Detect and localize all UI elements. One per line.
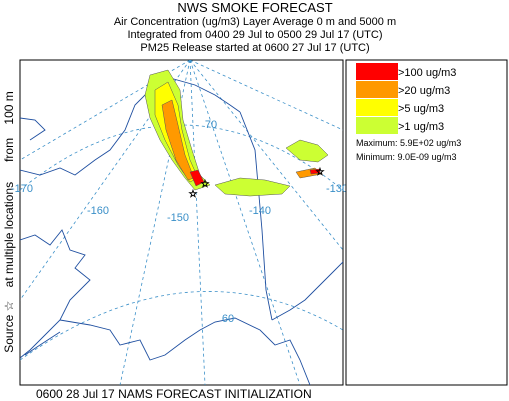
graticule-label: -130 (326, 183, 348, 195)
source-label: Source ☆ at multiple locations from 100 … (2, 91, 16, 353)
graticule-label: -140 (249, 205, 271, 217)
smoke-plumes (144, 69, 329, 197)
svg-text:☆: ☆ (201, 179, 210, 190)
graticule-label: -150 (167, 212, 189, 224)
graticule-label: -160 (87, 205, 109, 217)
graticule-label: 60 (222, 313, 234, 325)
coastline (20, 77, 343, 385)
minimum: Minimum: 9.0E-09 ug/m3 (356, 152, 457, 162)
legend-swatch (356, 81, 398, 98)
graticule-label: 70 (205, 119, 217, 131)
svg-text:☆: ☆ (189, 189, 198, 200)
legend-panel: Maximum: 5.9E+02 ug/m3 Minimum: 9.0E-09 … (345, 59, 508, 386)
maximum: Maximum: 5.9E+02 ug/m3 (356, 138, 461, 148)
header-line: Integrated from 0400 29 Jul to 0500 29 J… (128, 29, 383, 41)
legend-swatch (356, 63, 398, 80)
map-panel: ☆ ☆ ☆ -170 -160 -150 -140 -130 70 60 (11, 59, 348, 386)
legend-swatch (356, 117, 398, 134)
legend-swatch (356, 99, 398, 116)
footer: 0600 28 Jul 17 NAMS FORECAST INITIALIZAT… (36, 387, 312, 401)
legend-label: >1 ug/m3 (398, 121, 444, 133)
svg-text:☆: ☆ (316, 167, 325, 178)
legend-label: >100 ug/m3 (398, 67, 456, 79)
source-stars: ☆ ☆ ☆ (188, 167, 325, 201)
graticule-label: -170 (11, 183, 33, 195)
title: NWS SMOKE FORECAST (177, 0, 332, 15)
header-line: PM25 Release started at 0600 27 Jul 17 (… (140, 42, 369, 54)
legend-label: >5 ug/m3 (398, 103, 444, 115)
legend-label: >20 ug/m3 (398, 85, 450, 97)
header-line: Air Concentration (ug/m3) Layer Average … (114, 16, 396, 28)
